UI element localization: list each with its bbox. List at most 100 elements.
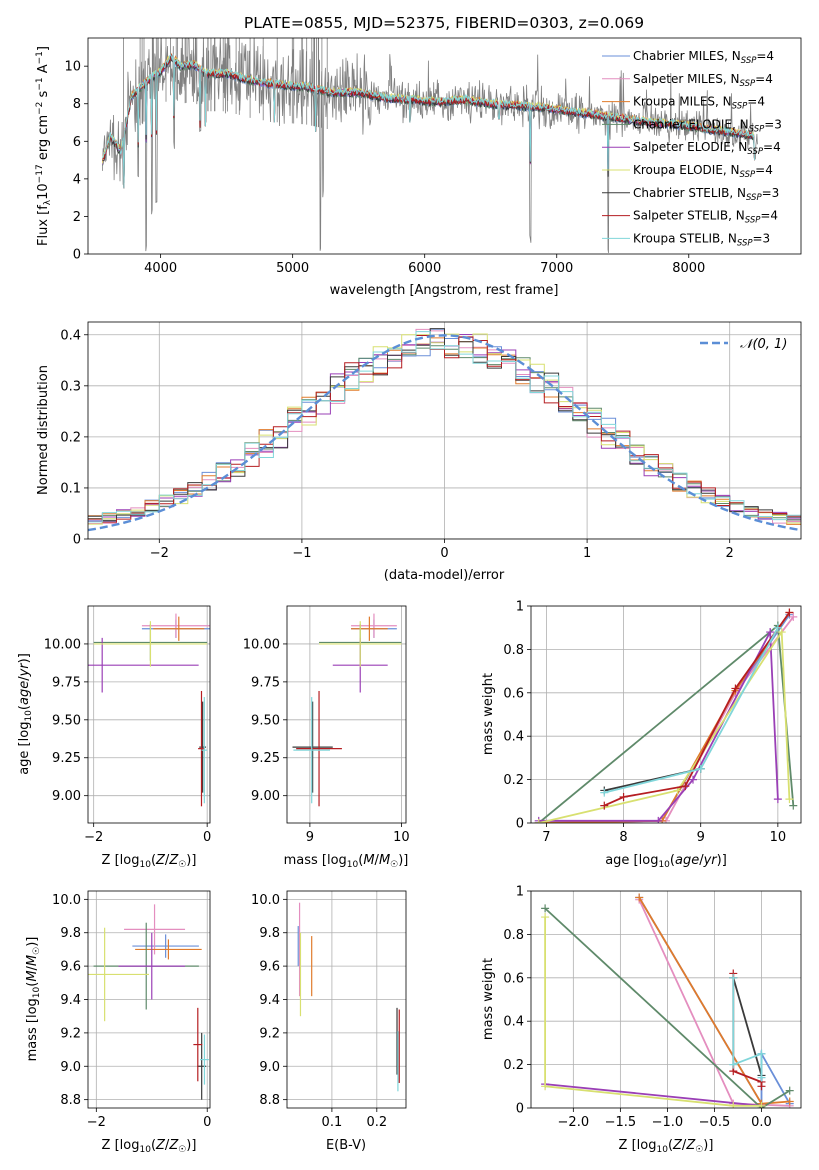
x-tick-label: 9 bbox=[697, 830, 705, 845]
y-tick-label: 9.50 bbox=[52, 713, 81, 728]
y-tick-label: 0.2 bbox=[60, 430, 81, 445]
y-tick-label: 10.0 bbox=[251, 893, 280, 908]
weight-marker bbox=[541, 1082, 550, 1091]
weight-marker bbox=[757, 1082, 766, 1091]
y-tick-label: 9.2 bbox=[259, 1026, 280, 1041]
errorbar-point bbox=[293, 697, 331, 804]
weight-marker bbox=[785, 1086, 794, 1095]
x-tick-label: −2 bbox=[87, 1115, 106, 1130]
errorbar-point bbox=[118, 932, 186, 1000]
legend-entry: Kroupa ELODIE, NSSP=4 bbox=[633, 163, 773, 180]
weight-marker bbox=[729, 973, 738, 982]
y-tick-label: 6 bbox=[73, 135, 81, 150]
weight-marker bbox=[729, 1060, 738, 1069]
residual-histogram bbox=[88, 331, 801, 523]
axes-frame bbox=[530, 890, 802, 1109]
y-tick-label: 2 bbox=[73, 210, 81, 225]
legend-entry: 𝒩(0, 1) bbox=[740, 337, 787, 352]
y-tick-label: 10 bbox=[64, 60, 81, 75]
weight-marker bbox=[600, 788, 609, 797]
weight-marker bbox=[773, 795, 782, 804]
residuals-plot-area bbox=[88, 322, 801, 539]
y-tick-label: 4 bbox=[73, 172, 81, 187]
x-tick-label: −1.0 bbox=[652, 1115, 684, 1130]
x-tick-label: 6000 bbox=[408, 261, 441, 276]
y-tick-label: 9.75 bbox=[251, 675, 280, 690]
weight-marker bbox=[789, 801, 798, 810]
legend-entry: Salpeter MILES, NSSP=4 bbox=[633, 72, 773, 89]
weight-marker bbox=[541, 913, 550, 922]
y-tick-label: 10.00 bbox=[44, 637, 81, 652]
weight-marker bbox=[654, 816, 663, 823]
weight-marker bbox=[773, 623, 782, 632]
chart-mass-z: −2 0 8.8 9.0 9.2 9.4 9.6 9.8 10.0 Z [log10(Z/Z☉)]… bbox=[25, 890, 211, 1155]
axes-frame bbox=[87, 605, 211, 824]
x-axis-label: mass [log10(M/M☉)] bbox=[284, 853, 409, 870]
x-tick-label: 10 bbox=[393, 830, 410, 845]
x-tick-label: 0 bbox=[203, 830, 211, 845]
x-tick-label: 0.1 bbox=[322, 1115, 343, 1130]
weight-marker bbox=[785, 1097, 794, 1106]
errorbar-point bbox=[292, 701, 333, 793]
y-tick-label: 0.4 bbox=[503, 1015, 524, 1030]
weight-age-plot-area bbox=[531, 606, 801, 823]
y-tick-label: 0.4 bbox=[60, 328, 81, 343]
x-tick-label: 0.0 bbox=[751, 1115, 772, 1130]
y-tick-label: 0 bbox=[73, 533, 81, 548]
weight-marker bbox=[785, 608, 794, 617]
y-tick-label: 9.25 bbox=[52, 751, 81, 766]
spectrum-legend: Chabrier MILES, NSSP=4 Salpeter MILES, NS… bbox=[602, 49, 782, 248]
y-tick-label: 9.0 bbox=[259, 1060, 280, 1075]
x-tick-label: 8000 bbox=[672, 261, 705, 276]
y-axis-label: Normed distribution bbox=[36, 365, 51, 495]
weight-line bbox=[732, 977, 763, 1076]
weight-marker bbox=[729, 1101, 738, 1108]
legend-entry: Kroupa STELIB, NSSP=3 bbox=[633, 231, 770, 248]
y-tick-label: 1 bbox=[516, 885, 524, 900]
x-tick-label: 8 bbox=[619, 830, 627, 845]
y-tick-label: 9.6 bbox=[60, 960, 81, 975]
errorbar-point bbox=[351, 616, 388, 641]
y-tick-label: 0.8 bbox=[503, 643, 524, 658]
legend-entry: Salpeter ELODIE, NSSP=4 bbox=[633, 140, 781, 157]
x-tick-label: 9 bbox=[306, 830, 314, 845]
chart-residuals: −2 −1 0 1 2 0 0.1 0.2 0.3 0.4 𝒩(0, 1) (data-model)/… bbox=[36, 321, 802, 583]
x-axis-label: Z [log10(Z/Z☉)] bbox=[619, 1138, 714, 1155]
weight-z-plot-area bbox=[531, 891, 801, 1108]
weight-marker bbox=[757, 1101, 766, 1108]
y-tick-label: 0 bbox=[516, 1102, 524, 1117]
y-tick-label: 0.2 bbox=[503, 1058, 524, 1073]
chart-title: PLATE=0855, MJD=52375, FIBERID=0303, z=0… bbox=[244, 14, 644, 32]
errorbar-point bbox=[132, 934, 199, 958]
mass-ebv-plot-area bbox=[287, 891, 406, 1108]
weight-marker bbox=[757, 1049, 766, 1058]
x-tick-label: 2 bbox=[726, 546, 734, 561]
y-tick-label: 9.2 bbox=[60, 1026, 81, 1041]
x-tick-label: 10 bbox=[770, 830, 787, 845]
errorbar-point bbox=[201, 697, 208, 804]
x-axis-label: Z [log10(Z/Z☉)] bbox=[102, 853, 197, 870]
chart-mass-ebv: 0.1 0.2 8.8 9.0 9.2 9.4 9.6 9.8 10.0 E(B-V) bbox=[251, 890, 407, 1153]
x-tick-label: −2 bbox=[84, 830, 103, 845]
normal-curve bbox=[88, 334, 801, 532]
y-tick-label: 10.00 bbox=[243, 637, 280, 652]
errorbar-point bbox=[88, 927, 149, 1022]
x-tick-label: 7 bbox=[542, 830, 550, 845]
x-tick-label: 1 bbox=[583, 546, 591, 561]
errorbar-point bbox=[124, 904, 186, 955]
y-tick-label: 8 bbox=[73, 97, 81, 112]
x-tick-label: 0 bbox=[440, 546, 448, 561]
y-tick-label: 9.8 bbox=[60, 926, 81, 941]
weight-marker bbox=[689, 775, 697, 784]
y-tick-label: 0.3 bbox=[60, 379, 81, 394]
y-tick-label: 9.0 bbox=[60, 1060, 81, 1075]
axes-frame bbox=[87, 37, 802, 255]
x-tick-label: 5000 bbox=[276, 261, 309, 276]
x-axis-label: (data-model)/error bbox=[384, 568, 505, 583]
x-tick-label: −2.0 bbox=[558, 1115, 590, 1130]
y-tick-label: 0.8 bbox=[503, 928, 524, 943]
residual-histogram bbox=[88, 328, 801, 521]
chart-weight-age: 7 8 9 10 0 0.2 0.4 0.6 0.8 1 age [log10(age/yr)] ma… bbox=[481, 600, 802, 870]
y-tick-label: 8.8 bbox=[259, 1093, 280, 1108]
weight-line bbox=[538, 629, 791, 823]
